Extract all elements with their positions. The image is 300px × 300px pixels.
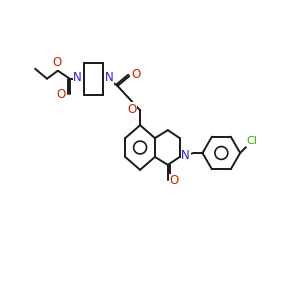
Text: O: O [131,68,141,81]
Text: N: N [105,71,114,84]
Text: O: O [128,103,137,116]
Text: O: O [52,56,62,69]
Text: N: N [73,71,82,84]
Text: N: N [181,149,190,162]
Text: Cl: Cl [247,136,257,146]
Text: O: O [169,174,178,187]
Text: O: O [56,88,65,101]
